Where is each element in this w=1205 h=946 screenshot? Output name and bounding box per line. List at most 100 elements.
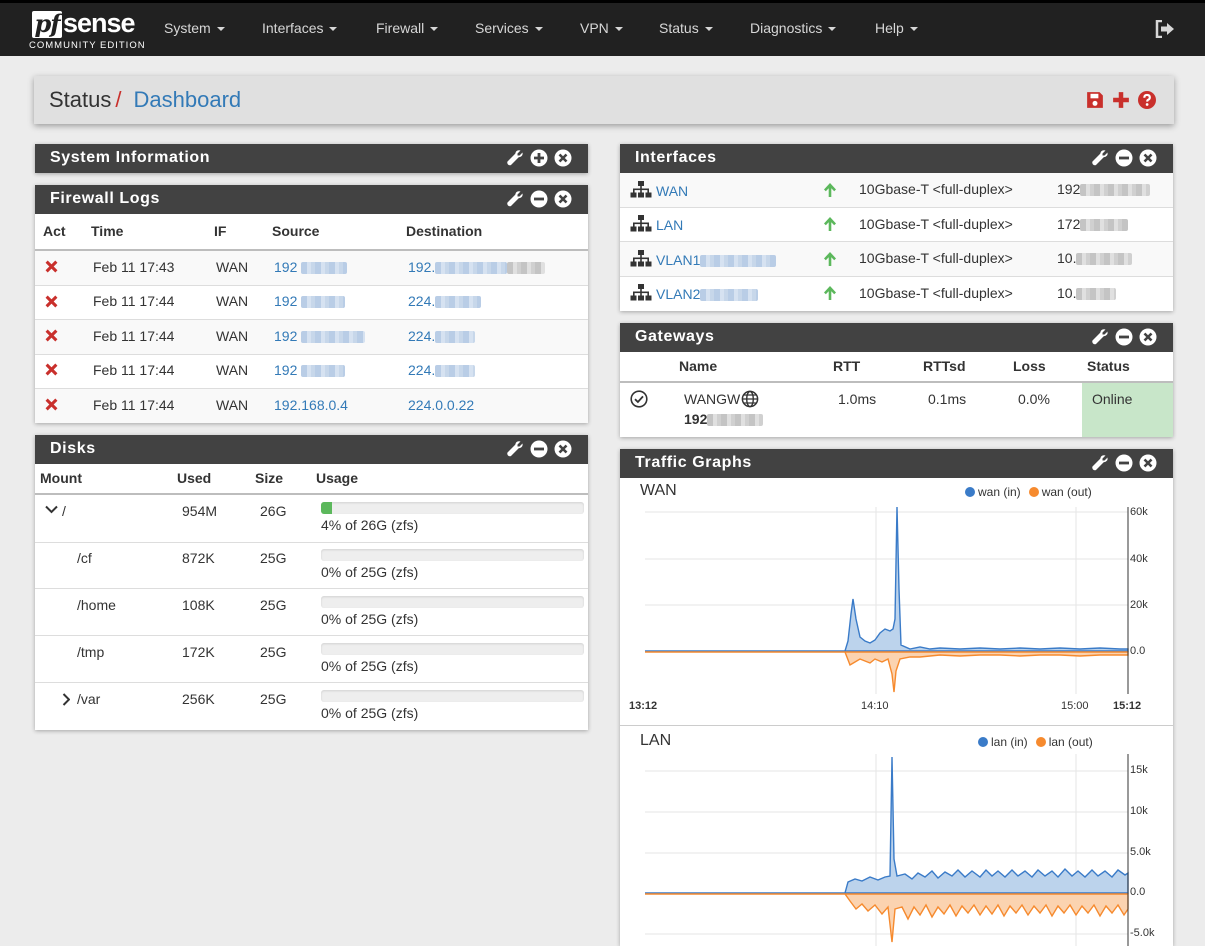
close-circle-icon[interactable] [1139,149,1157,167]
column-header-destination[interactable]: Destination [406,223,483,239]
block-icon[interactable] [45,363,58,376]
panel-title: Traffic Graphs [635,454,752,471]
y-tick: 5.0k [1130,846,1151,858]
divider [35,319,588,320]
minus-circle-icon[interactable] [530,440,548,458]
disk-usage-text: 0% of 25G (zfs) [321,658,419,674]
divider [620,725,1173,726]
logout-icon[interactable] [1155,20,1175,38]
interface-link[interactable]: VLAN1 [656,252,777,268]
block-icon[interactable] [45,398,58,411]
panel-controls [1091,454,1157,472]
lan-graph-title: LAN [640,732,672,749]
log-time: Feb 11 17:44 [93,328,175,344]
chevron-down-icon[interactable] [45,505,58,514]
close-circle-icon[interactable] [554,190,572,208]
redacted-text [507,262,546,275]
disk-mount: /cf [77,550,92,566]
log-destination-link[interactable]: 224. [408,293,482,309]
minus-circle-icon[interactable] [1115,328,1133,346]
interface-ip-text: 10. [1057,285,1077,301]
lan-traffic-chart[interactable] [620,749,1173,946]
add-icon[interactable] [1112,91,1130,109]
divider [35,285,588,286]
nav-status[interactable]: Status [659,20,713,40]
pfsense-logo[interactable]: pf sense COMMUNITY EDITION [29,9,145,56]
column-header-act[interactable]: Act [43,223,66,239]
nav-firewall[interactable]: Firewall [376,20,439,40]
panel-controls [506,149,572,167]
wan-traffic-chart[interactable] [620,499,1173,724]
wrench-icon[interactable] [506,440,524,458]
log-source-link[interactable]: 192 [274,328,366,344]
nav-help[interactable]: Help [875,20,918,40]
interface-ip: 172 [1057,216,1129,232]
column-header-name[interactable]: Name [679,358,718,374]
column-header-mount[interactable]: Mount [40,470,82,486]
panel-title: Firewall Logs [50,190,161,207]
disk-usage-text: 4% of 26G (zfs) [321,517,419,533]
nav-interfaces[interactable]: Interfaces [262,20,338,40]
y-tick: 0.0 [1130,886,1146,898]
gateway-rttsd: 0.1ms [928,391,967,407]
log-destination-link[interactable]: 224.0.0.22 [408,397,475,413]
column-header-size[interactable]: Size [255,470,284,486]
interface-ip-text: 172 [1057,216,1081,232]
nav-services[interactable]: Services [475,20,543,40]
wan-legend[interactable]: wan (in) wan (out) [965,485,1092,499]
disk-size: 25G [260,550,287,566]
lan-legend[interactable]: lan (in) lan (out) [978,735,1093,749]
column-header-time[interactable]: Time [91,223,124,239]
close-circle-icon[interactable] [554,149,572,167]
divider [35,249,588,251]
block-icon[interactable] [45,260,58,273]
column-header-rtt[interactable]: RTT [833,358,861,374]
divider [35,635,588,636]
column-header-rttsd[interactable]: RTTsd [923,358,966,374]
divider [35,542,588,543]
interface-link[interactable]: LAN [656,217,684,233]
block-icon[interactable] [45,295,58,308]
plus-circle-icon[interactable] [530,149,548,167]
chevron-right-icon[interactable] [62,693,70,706]
block-icon[interactable] [45,329,58,342]
minus-circle-icon[interactable] [1115,454,1133,472]
disk-usage-bar [321,643,584,655]
nav-vpn[interactable]: VPN [580,20,623,40]
wrench-icon[interactable] [1091,454,1109,472]
column-header-if[interactable]: IF [214,223,227,239]
column-header-usage[interactable]: Usage [316,470,359,486]
log-source-link[interactable]: 192.168.0.4 [274,397,348,413]
help-icon[interactable] [1138,91,1156,109]
log-interface: WAN [216,293,249,309]
nav-diagnostics[interactable]: Diagnostics [750,20,837,40]
log-source-link[interactable]: 192 [274,362,346,378]
column-header-status[interactable]: Status [1087,358,1130,374]
save-icon[interactable] [1086,91,1104,109]
wrench-icon[interactable] [1091,149,1109,167]
minus-circle-icon[interactable] [530,190,548,208]
firewall-logs-panel: Firewall Logs Act Time IF Source Destina… [35,185,588,423]
gateway-name-text: WANGW [684,391,741,407]
gridlines [645,507,1128,694]
log-source-link[interactable]: 192 [274,293,346,309]
wrench-icon[interactable] [506,149,524,167]
column-header-source[interactable]: Source [272,223,320,239]
close-circle-icon[interactable] [1139,328,1157,346]
redacted-text [301,296,346,309]
interface-link[interactable]: VLAN2 [656,286,759,302]
nav-system[interactable]: System [164,20,225,40]
column-header-loss[interactable]: Loss [1013,358,1046,374]
breadcrumb-current[interactable]: Dashboard [133,87,242,112]
close-circle-icon[interactable] [554,440,572,458]
column-header-used[interactable]: Used [177,470,212,486]
minus-circle-icon[interactable] [1115,149,1133,167]
log-source-link[interactable]: 192 [274,259,348,275]
interface-link[interactable]: WAN [656,183,689,199]
wrench-icon[interactable] [506,190,524,208]
log-destination-link[interactable]: 192. [408,259,546,275]
log-destination-link[interactable]: 224. [408,362,476,378]
log-destination-link[interactable]: 224. [408,328,476,344]
wrench-icon[interactable] [1091,328,1109,346]
close-circle-icon[interactable] [1139,454,1157,472]
